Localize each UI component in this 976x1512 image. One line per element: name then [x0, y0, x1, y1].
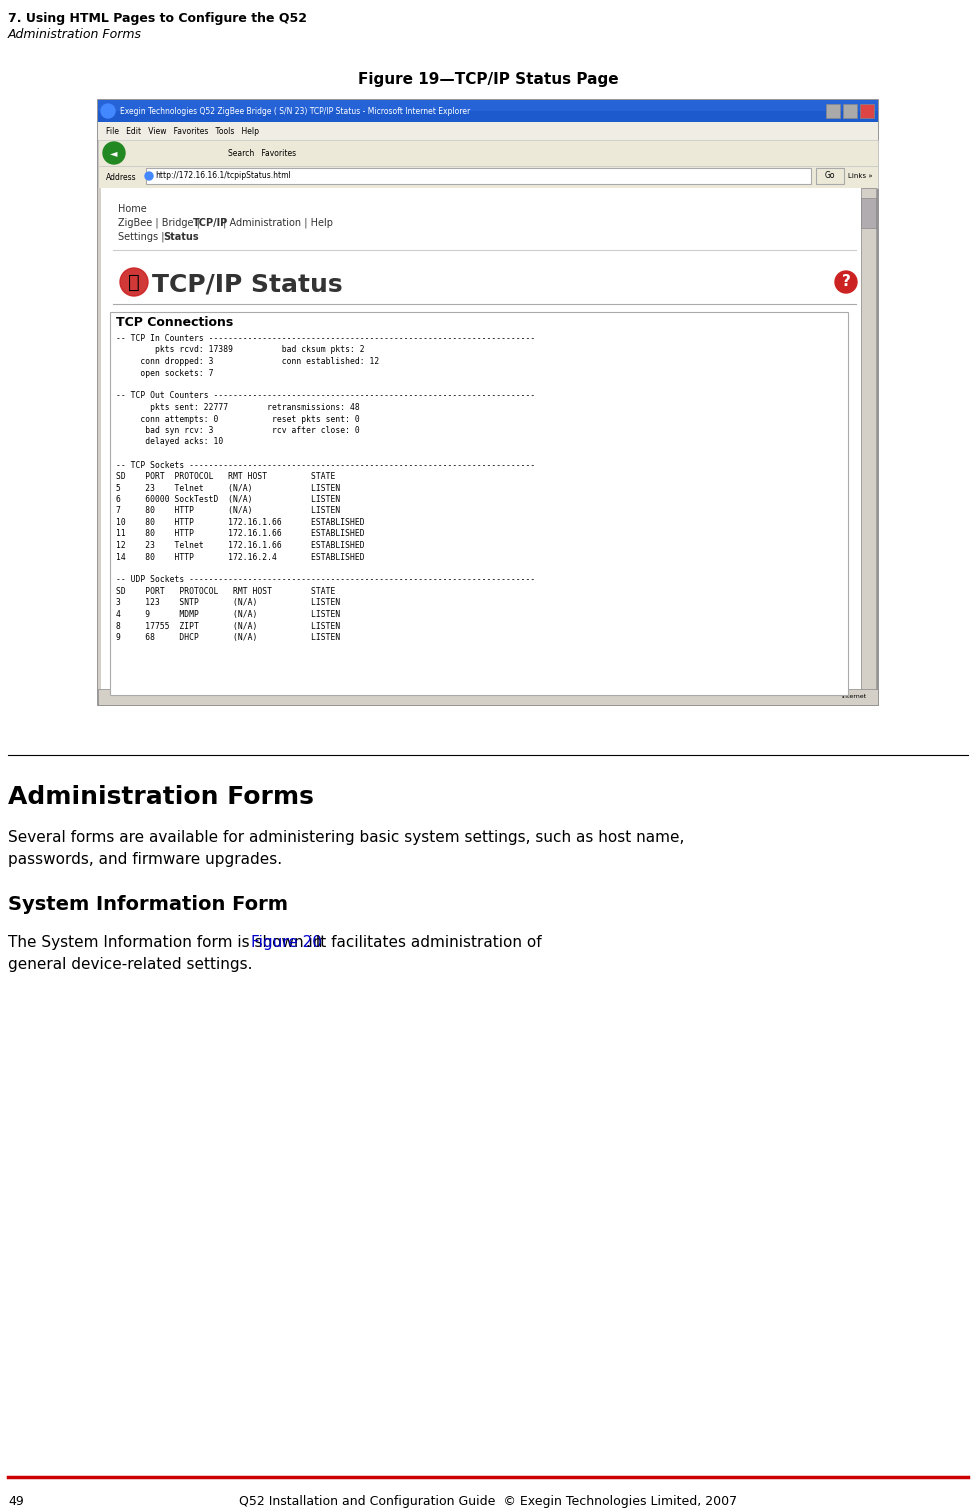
Text: TCP/IP Status: TCP/IP Status [152, 272, 343, 296]
Text: 11    80    HTTP       172.16.1.66      ESTABLISHED: 11 80 HTTP 172.16.1.66 ESTABLISHED [116, 529, 365, 538]
Text: Administration Forms: Administration Forms [8, 785, 314, 809]
Text: Exegin Technologies Q52 ZigBee Bridge ( S/N 23) TCP/IP Status - Microsoft Intern: Exegin Technologies Q52 ZigBee Bridge ( … [120, 106, 470, 115]
Text: Internet: Internet [841, 694, 866, 700]
Text: Figure 20: Figure 20 [251, 934, 322, 950]
Bar [98, 100, 878, 705]
Bar [110, 311, 848, 696]
Circle shape [145, 172, 153, 180]
Text: -- TCP Out Counters ------------------------------------------------------------: -- TCP Out Counters --------------------… [116, 392, 535, 401]
Text: Home: Home [118, 204, 146, 215]
Bar [146, 168, 811, 184]
Text: -- TCP Sockets -----------------------------------------------------------------: -- TCP Sockets -------------------------… [116, 461, 535, 470]
Text: Search   Favorites: Search Favorites [228, 148, 296, 157]
Bar [843, 104, 857, 118]
Text: -- UDP Sockets -----------------------------------------------------------------: -- UDP Sockets -------------------------… [116, 576, 535, 585]
Text: The System Information form is shown in: The System Information form is shown in [8, 934, 327, 950]
Bar [98, 122, 878, 141]
Text: SD    PORT  PROTOCOL   RMT HOST         STATE: SD PORT PROTOCOL RMT HOST STATE [116, 472, 336, 481]
Text: 🔥: 🔥 [128, 272, 140, 292]
Text: conn attempts: 0           reset pkts sent: 0: conn attempts: 0 reset pkts sent: 0 [116, 414, 360, 423]
Bar [98, 166, 878, 187]
Text: Administration Forms: Administration Forms [8, 29, 142, 41]
Circle shape [103, 142, 125, 163]
Text: 12    23    Telnet     172.16.1.66      ESTABLISHED: 12 23 Telnet 172.16.1.66 ESTABLISHED [116, 541, 365, 550]
Text: 4     9      MDMP       (N/A)           LISTEN: 4 9 MDMP (N/A) LISTEN [116, 609, 341, 618]
Text: Address: Address [106, 172, 137, 181]
Text: System Information Form: System Information Form [8, 895, 288, 913]
Text: open sockets: 7: open sockets: 7 [116, 369, 214, 378]
Text: 7. Using HTML Pages to Configure the Q52: 7. Using HTML Pages to Configure the Q52 [8, 12, 307, 26]
Bar [98, 100, 878, 110]
Text: http://172.16.16.1/tcpipStatus.html: http://172.16.16.1/tcpipStatus.html [155, 171, 291, 180]
Text: . It facilitates administration of: . It facilitates administration of [305, 934, 542, 950]
Text: delayed acks: 10: delayed acks: 10 [116, 437, 224, 446]
Circle shape [835, 271, 857, 293]
Text: 9     68     DHCP       (N/A)           LISTEN: 9 68 DHCP (N/A) LISTEN [116, 634, 341, 643]
Text: TCP Connections: TCP Connections [116, 316, 233, 330]
Text: pkts rcvd: 17389          bad cksum pkts: 2: pkts rcvd: 17389 bad cksum pkts: 2 [116, 346, 365, 354]
Text: ◄: ◄ [110, 148, 118, 157]
Text: Links »: Links » [848, 172, 873, 178]
Text: ?: ? [841, 275, 850, 289]
Text: SD    PORT   PROTOCOL   RMT HOST        STATE: SD PORT PROTOCOL RMT HOST STATE [116, 587, 336, 596]
Text: 14    80    HTTP       172.16.2.4       ESTABLISHED: 14 80 HTTP 172.16.2.4 ESTABLISHED [116, 552, 365, 561]
Text: 49: 49 [8, 1495, 23, 1507]
Text: bad syn rcv: 3            rcv after close: 0: bad syn rcv: 3 rcv after close: 0 [116, 426, 360, 435]
Text: Figure 19—TCP/IP Status Page: Figure 19—TCP/IP Status Page [357, 73, 619, 88]
Bar [98, 689, 878, 705]
Text: 8     17755  ZIPT       (N/A)           LISTEN: 8 17755 ZIPT (N/A) LISTEN [116, 621, 341, 631]
Bar [98, 100, 878, 122]
Circle shape [101, 104, 115, 118]
Text: File   Edit   View   Favorites   Tools   Help: File Edit View Favorites Tools Help [106, 127, 259, 136]
Text: | Administration | Help: | Administration | Help [220, 218, 333, 228]
Bar [861, 187, 876, 703]
Text: passwords, and firmware upgrades.: passwords, and firmware upgrades. [8, 851, 282, 866]
Bar [826, 104, 840, 118]
Text: ZigBee | Bridge |: ZigBee | Bridge | [118, 218, 203, 228]
Bar [860, 104, 874, 118]
Text: Q52 Installation and Configuration Guide  © Exegin Technologies Limited, 2007: Q52 Installation and Configuration Guide… [239, 1495, 737, 1507]
Text: -- TCP In Counters -------------------------------------------------------------: -- TCP In Counters ---------------------… [116, 334, 535, 343]
Text: conn dropped: 3              conn established: 12: conn dropped: 3 conn established: 12 [116, 357, 380, 366]
Text: 5     23    Telnet     (N/A)            LISTEN: 5 23 Telnet (N/A) LISTEN [116, 484, 341, 493]
Circle shape [120, 268, 148, 296]
Bar [816, 168, 844, 184]
Text: pkts sent: 22777        retransmissions: 48: pkts sent: 22777 retransmissions: 48 [116, 404, 360, 411]
Text: Go: Go [825, 171, 835, 180]
Bar [98, 187, 101, 703]
Text: 10    80    HTTP       172.16.1.66      ESTABLISHED: 10 80 HTTP 172.16.1.66 ESTABLISHED [116, 519, 365, 528]
Bar [98, 141, 878, 166]
Text: Settings |: Settings | [118, 231, 168, 242]
Text: general device-related settings.: general device-related settings. [8, 957, 253, 972]
Text: TCP/IP: TCP/IP [192, 218, 228, 228]
Text: 3     123    SNTP       (N/A)           LISTEN: 3 123 SNTP (N/A) LISTEN [116, 599, 341, 608]
Bar [861, 198, 876, 228]
Text: 6     60000 SockTestD  (N/A)            LISTEN: 6 60000 SockTestD (N/A) LISTEN [116, 494, 341, 503]
Text: 7     80    HTTP       (N/A)            LISTEN: 7 80 HTTP (N/A) LISTEN [116, 507, 341, 516]
Bar [101, 187, 861, 703]
Text: Several forms are available for administering basic system settings, such as hos: Several forms are available for administ… [8, 830, 684, 845]
Text: Status: Status [164, 231, 199, 242]
